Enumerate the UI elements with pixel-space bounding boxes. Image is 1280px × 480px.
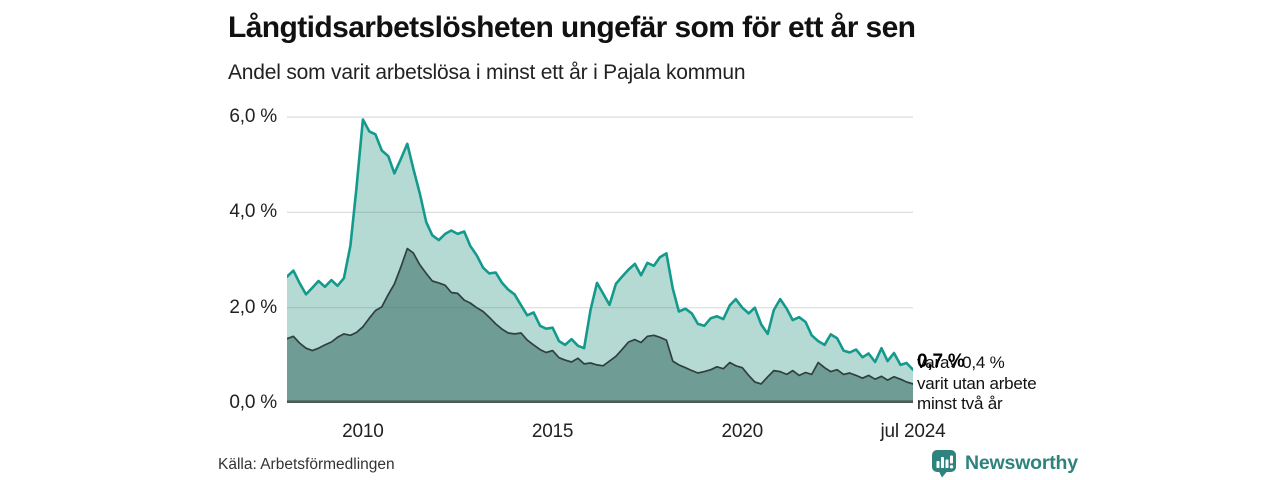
latest-value-label: 0,7 % [917,351,965,372]
y-tick-label: 2,0 % [229,296,277,318]
x-tick-label: 2010 [342,421,384,442]
y-tick-label: 4,0 % [229,201,277,223]
area-chart-plot [287,116,913,403]
brand-logo: Newsworthy [931,447,1078,479]
brand-name: Newsworthy [965,451,1078,474]
y-tick-label: 6,0 % [229,106,277,128]
newsworthy-bubble-chart-icon [931,449,958,478]
source-note: Källa: Arbetsförmedlingen [218,456,395,473]
page-title: Långtidsarbetslösheten ungefär som för e… [228,11,916,44]
x-tick-label: jul 2024 [880,421,946,442]
annotation-line: varit utan arbete [917,373,1037,393]
x-tick-label: 2020 [721,421,764,442]
annotation-line: minst två år [917,394,1003,413]
latest-subseries-annotation: varav 0,4 % varit utan arbete minst två … [917,353,1037,415]
chart-subtitle: Andel som varit arbetslösa i minst ett å… [228,61,746,84]
annotation-line: varav 0,4 % [917,353,1005,372]
x-tick-label: 2015 [531,421,574,442]
y-tick-label: 0,0 % [229,392,277,413]
